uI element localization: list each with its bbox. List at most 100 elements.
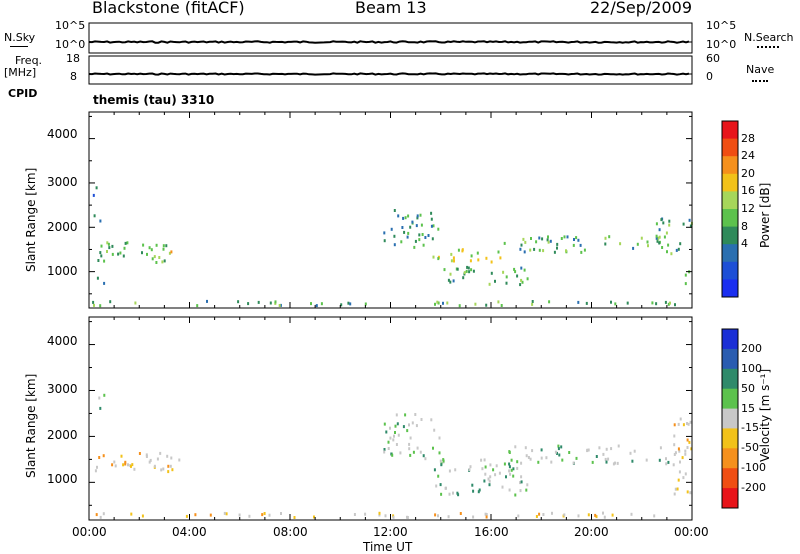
- heatmap-cell: [458, 304, 461, 308]
- heatmap-cell: [145, 453, 148, 457]
- colorbar-segment: [722, 156, 738, 175]
- colorbar-tick-label: 200: [741, 342, 762, 355]
- velocity-ylabel: Slant Range [km]: [24, 373, 38, 478]
- heatmap-cell: [470, 268, 473, 272]
- power-colorbar-label: Power [dB]: [758, 182, 772, 248]
- heatmap-cell: [580, 250, 583, 254]
- colorbar-segment: [722, 388, 738, 410]
- colorbar-tick-label: 20: [741, 167, 755, 180]
- colorbar-segment: [722, 329, 738, 350]
- power-panel: [88, 111, 693, 309]
- heatmap-cell: [525, 454, 528, 458]
- heatmap-cell: [415, 224, 418, 228]
- heatmap-cell: [419, 450, 422, 454]
- heatmap-cell: [610, 447, 613, 451]
- heatmap-cell: [516, 460, 519, 464]
- heatmap-cell: [658, 241, 661, 245]
- heatmap-cell: [403, 230, 406, 234]
- xtick: 00:00: [72, 525, 107, 539]
- nsky-panel: [88, 22, 693, 54]
- heatmap-cell: [439, 483, 442, 487]
- colorbar-segment: [722, 138, 738, 157]
- heatmap-cell: [531, 302, 534, 306]
- heatmap-cell: [383, 422, 386, 426]
- heatmap-cell: [340, 303, 343, 307]
- heatmap-cell: [141, 251, 143, 255]
- heatmap-cell: [665, 231, 668, 235]
- heatmap-cell: [538, 248, 541, 252]
- colorbar-frame: [721, 120, 739, 298]
- heatmap-cell: [160, 468, 163, 472]
- heatmap-cell: [488, 479, 491, 483]
- heatmap-cell: [93, 303, 95, 307]
- heatmap-cell: [452, 491, 454, 495]
- heatmap-cell: [503, 462, 506, 466]
- heatmap-cell: [514, 445, 517, 449]
- heatmap-cell: [404, 216, 407, 220]
- heatmap-cell: [430, 224, 433, 228]
- nave-tick-top: 60: [706, 52, 720, 65]
- heatmap-cell: [686, 490, 689, 494]
- heatmap-cell: [395, 413, 398, 417]
- heatmap-cell: [393, 209, 396, 212]
- heatmap-cell: [94, 469, 97, 473]
- velocity-heatmap: [94, 393, 693, 519]
- heatmap-cell: [393, 234, 396, 238]
- heatmap-cell: [516, 466, 519, 470]
- heatmap-cell: [434, 302, 436, 306]
- nsky-trace: [88, 40, 690, 44]
- heatmap-cell: [668, 219, 671, 223]
- axis-ticks: [88, 41, 693, 520]
- heatmap-cell: [437, 474, 440, 478]
- heatmap-cell: [98, 396, 101, 400]
- power-ytick: 1000: [47, 264, 78, 278]
- heatmap-cell: [383, 239, 386, 243]
- heatmap-cell: [686, 422, 688, 425]
- heatmap-cell: [655, 234, 658, 238]
- heatmap-cell: [424, 457, 427, 461]
- velocity-colorbar: [721, 328, 739, 509]
- heatmap-cell: [364, 512, 367, 516]
- heatmap-cell: [655, 236, 658, 240]
- freq-label: Freq.: [15, 54, 43, 67]
- power-colorbar: [721, 120, 739, 298]
- heatmap-cell: [165, 244, 168, 248]
- heatmap-cell: [610, 300, 612, 304]
- heatmap-cell: [167, 464, 170, 468]
- colorbar-tick-label: 15: [741, 402, 755, 415]
- heatmap-cell: [614, 302, 617, 306]
- colorbar-segment: [722, 448, 738, 469]
- heatmap-cell: [677, 478, 680, 482]
- heatmap-cell: [520, 243, 523, 247]
- heatmap-cell: [535, 240, 538, 244]
- heatmap-cell: [513, 267, 516, 271]
- heatmap-cell: [263, 512, 266, 515]
- heatmap-cell: [636, 242, 639, 246]
- heatmap-cell: [274, 300, 277, 304]
- heatmap-cell: [430, 217, 433, 221]
- heatmap-cell: [461, 249, 464, 253]
- heatmap-cell: [509, 472, 512, 476]
- heatmap-cell: [393, 243, 396, 247]
- heatmap-cell: [674, 487, 677, 491]
- heatmap-cell: [659, 446, 662, 450]
- heatmap-cell: [378, 513, 381, 517]
- heatmap-cell: [579, 243, 582, 247]
- heatmap-cell: [629, 451, 632, 455]
- heatmap-cell: [485, 303, 488, 307]
- heatmap-cell: [556, 246, 558, 250]
- heatmap-cell: [437, 227, 440, 231]
- heatmap-cell: [525, 488, 528, 492]
- heatmap-cell: [407, 214, 410, 218]
- heatmap-cell: [617, 444, 620, 448]
- heatmap-cell: [512, 474, 515, 478]
- heatmap-cell: [168, 251, 171, 255]
- nsearch-label: N.Search: [744, 31, 794, 44]
- heatmap-cell: [477, 490, 480, 494]
- heatmap-cell: [248, 514, 251, 518]
- heatmap-cell: [674, 303, 676, 307]
- heatmap-cell: [645, 458, 648, 462]
- heatmap-cell: [605, 447, 608, 451]
- heatmap-cell: [469, 465, 472, 469]
- heatmap-cell: [604, 236, 607, 240]
